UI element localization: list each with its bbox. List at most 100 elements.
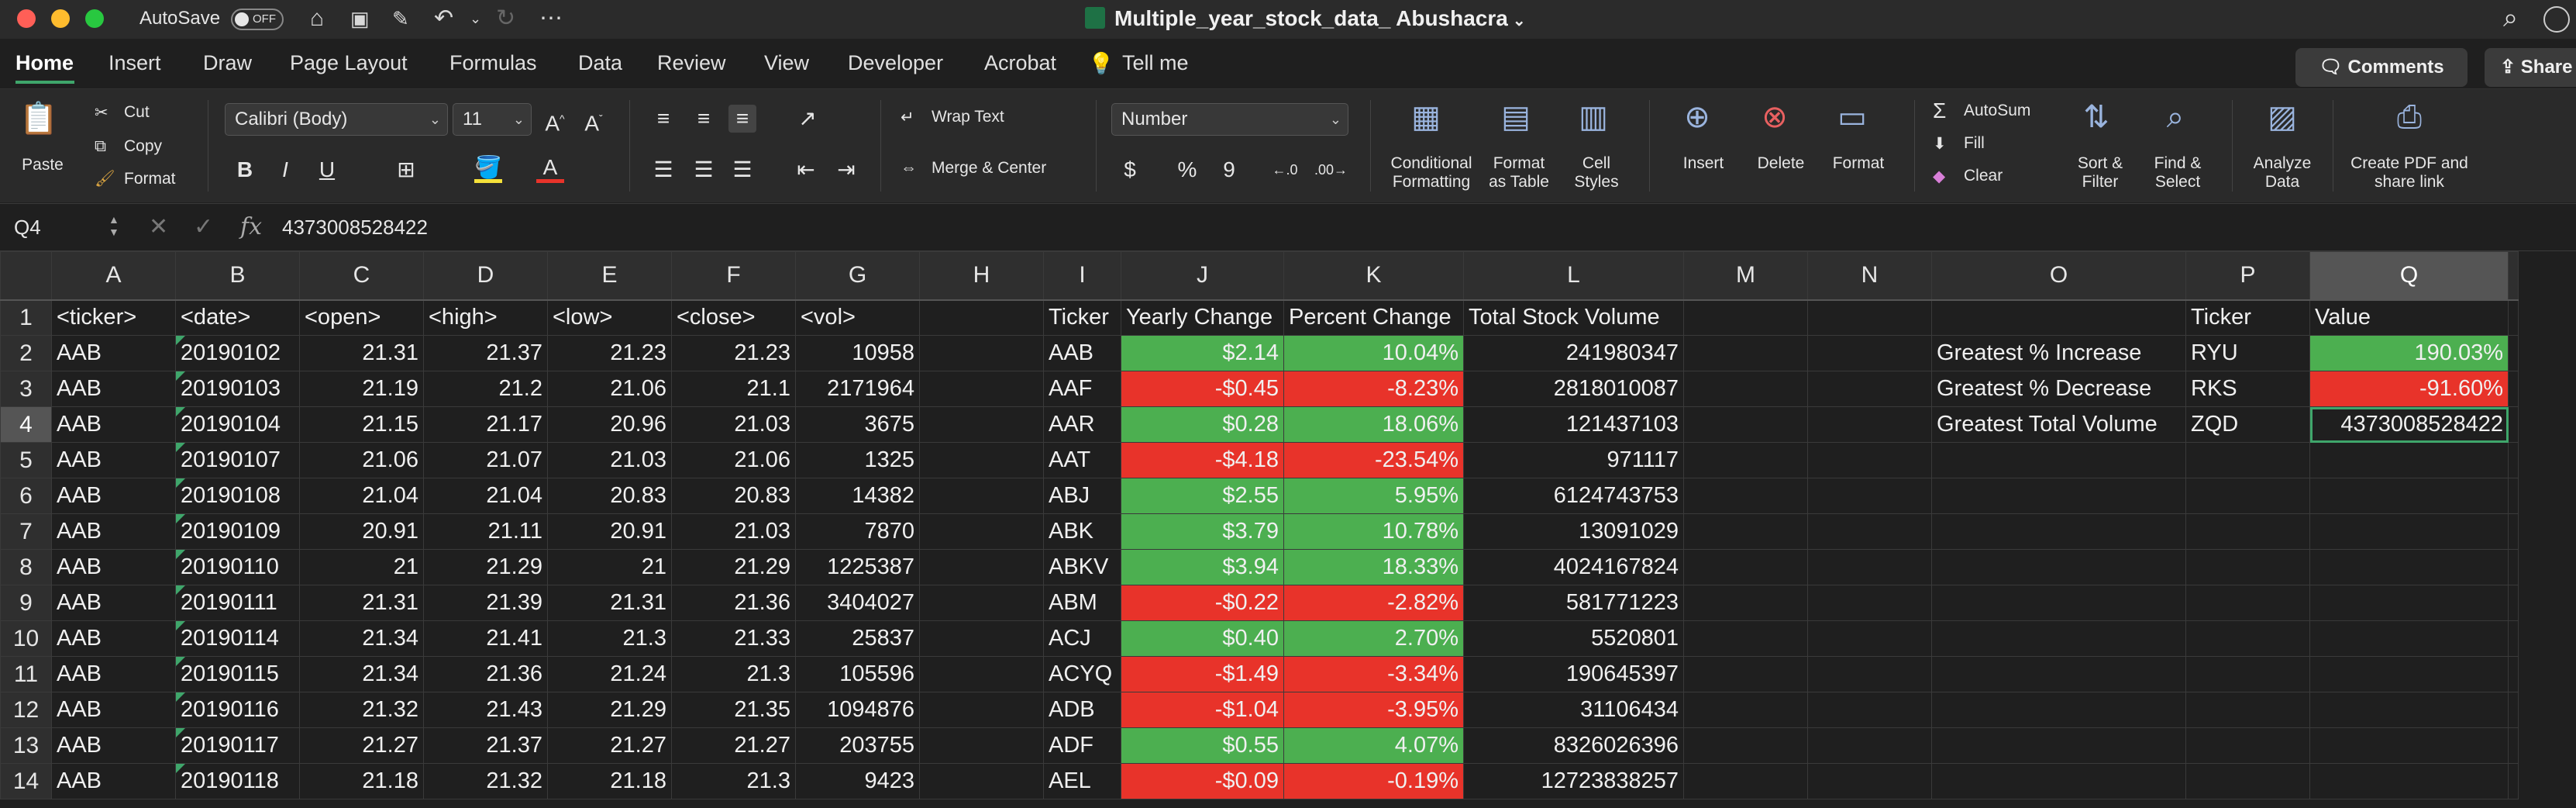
cell-n13[interactable] (1807, 727, 1932, 764)
cell-n7[interactable] (1807, 513, 1932, 550)
cell-o13[interactable] (1931, 727, 2186, 764)
cell-q5[interactable] (2309, 442, 2509, 478)
cell-f7[interactable]: 21.03 (671, 513, 796, 550)
font-color-icon[interactable]: A (536, 156, 564, 183)
cell-f9[interactable]: 21.36 (671, 585, 796, 621)
cell-q3[interactable]: -91.60% (2309, 371, 2509, 407)
row-header[interactable]: 1 (0, 299, 52, 336)
cell-j9[interactable]: -$0.22 (1121, 585, 1284, 621)
cell-l6[interactable]: 6124743753 (1463, 478, 1684, 514)
cell-f13[interactable]: 21.27 (671, 727, 796, 764)
cell-q4[interactable]: 4373008528422 (2309, 406, 2509, 443)
cell-d6[interactable]: 21.04 (423, 478, 548, 514)
column-header-f[interactable]: F (671, 251, 796, 301)
cell-i2[interactable]: AAB (1043, 335, 1121, 371)
cell-c2[interactable]: 21.31 (299, 335, 424, 371)
format-painter-icon[interactable]: 🖌 (95, 170, 115, 188)
cell-j8[interactable]: $3.94 (1121, 549, 1284, 585)
format-cells-label[interactable]: Format (1832, 154, 1885, 172)
wrap-text-icon[interactable]: ↵ (901, 109, 914, 126)
cell-n12[interactable] (1807, 692, 1932, 728)
search-icon[interactable]: ⌕ (2503, 3, 2519, 33)
cell-q10[interactable] (2309, 620, 2509, 657)
cell-j2[interactable]: $2.14 (1121, 335, 1284, 371)
undo-dropdown-icon[interactable]: ⌄ (470, 11, 482, 26)
conditional-formatting-label[interactable]: Conditional Formatting (1390, 154, 1472, 191)
cell-l13[interactable]: 8326026396 (1463, 727, 1684, 764)
merge-center-icon[interactable]: ⇔ (901, 159, 917, 177)
cell-n8[interactable] (1807, 549, 1932, 585)
tab-page-layout[interactable]: Page Layout (290, 51, 408, 74)
insert-function-icon[interactable]: fx (240, 213, 263, 240)
cell-n6[interactable] (1807, 478, 1932, 514)
cell-i4[interactable]: AAR (1043, 406, 1121, 443)
cell-l8[interactable]: 4024167824 (1463, 549, 1684, 585)
cell-i12[interactable]: ADB (1043, 692, 1121, 728)
row-header[interactable]: 11 (0, 656, 52, 692)
cell-a9[interactable]: AAB (51, 585, 176, 621)
cell-n9[interactable] (1807, 585, 1932, 621)
cell-p9[interactable] (2185, 585, 2310, 621)
cell-m6[interactable] (1683, 478, 1808, 514)
cell-q12[interactable] (2309, 692, 2509, 728)
cell-c1[interactable]: <open> (299, 299, 424, 336)
column-header-g[interactable]: G (795, 251, 920, 301)
cell-g6[interactable]: 14382 (795, 478, 920, 514)
cell-f3[interactable]: 21.1 (671, 371, 796, 407)
cell-p7[interactable] (2185, 513, 2310, 550)
cell-b14[interactable]: 20190118 (175, 763, 300, 799)
cell-f10[interactable]: 21.33 (671, 620, 796, 657)
cell-i3[interactable]: AAF (1043, 371, 1121, 407)
cell-l12[interactable]: 31106434 (1463, 692, 1684, 728)
cell-o4[interactable]: Greatest Total Volume (1931, 406, 2186, 443)
cell-m5[interactable] (1683, 442, 1808, 478)
cell-g14[interactable]: 9423 (795, 763, 920, 799)
cell-f8[interactable]: 21.29 (671, 549, 796, 585)
cell-o8[interactable] (1931, 549, 2186, 585)
cell-b9[interactable]: 20190111 (175, 585, 300, 621)
format-as-table-icon[interactable]: ▤ (1501, 100, 1531, 134)
cell-b11[interactable]: 20190115 (175, 656, 300, 692)
cell-e14[interactable]: 21.18 (547, 763, 672, 799)
column-header-m[interactable]: M (1683, 251, 1808, 301)
row-header[interactable]: 4 (0, 406, 52, 443)
cell-k1[interactable]: Percent Change (1283, 299, 1464, 336)
cell-d9[interactable]: 21.39 (423, 585, 548, 621)
cell-j5[interactable]: -$4.18 (1121, 442, 1284, 478)
cell-e6[interactable]: 20.83 (547, 478, 672, 514)
cell-d3[interactable]: 21.2 (423, 371, 548, 407)
cell-e10[interactable]: 21.3 (547, 620, 672, 657)
cell-o11[interactable] (1931, 656, 2186, 692)
cell-l11[interactable]: 190645397 (1463, 656, 1684, 692)
cell-b12[interactable]: 20190116 (175, 692, 300, 728)
tab-data[interactable]: Data (578, 51, 623, 74)
cell-d12[interactable]: 21.43 (423, 692, 548, 728)
cell-g12[interactable]: 1094876 (795, 692, 920, 728)
cell-k9[interactable]: -2.82% (1283, 585, 1464, 621)
create-pdf-icon[interactable]: ⎙ (2397, 100, 2422, 134)
cell-n10[interactable] (1807, 620, 1932, 657)
delete-cells-icon[interactable]: ⊗ (1762, 100, 1788, 134)
font-size-select[interactable]: 11 ⌄ (453, 103, 532, 136)
borders-icon[interactable]: ⊞ (397, 157, 415, 181)
column-header-i[interactable]: I (1043, 251, 1121, 301)
cell-j10[interactable]: $0.40 (1121, 620, 1284, 657)
more-commands-icon[interactable]: ⋯ (539, 5, 563, 31)
align-right-icon[interactable]: ☰ (732, 157, 752, 181)
tell-me-search[interactable]: Tell me (1122, 51, 1189, 74)
tab-home[interactable]: Home (15, 51, 74, 74)
increase-font-size-icon[interactable]: A^ (545, 111, 565, 136)
cell-d7[interactable]: 21.11 (423, 513, 548, 550)
cell-n5[interactable] (1807, 442, 1932, 478)
cell-b3[interactable]: 20190103 (175, 371, 300, 407)
cell-i1[interactable]: Ticker (1043, 299, 1121, 336)
cell-n1[interactable] (1807, 299, 1932, 336)
analyze-data-icon[interactable]: ▨ (2268, 100, 2297, 134)
cell-h10[interactable] (919, 620, 1044, 657)
select-all-corner[interactable] (0, 251, 52, 301)
cell-m12[interactable] (1683, 692, 1808, 728)
increase-decimal-icon[interactable]: ←.0 (1272, 162, 1298, 178)
increase-indent-icon[interactable]: ⇥ (837, 157, 856, 181)
cell-j4[interactable]: $0.28 (1121, 406, 1284, 443)
cell-i6[interactable]: ABJ (1043, 478, 1121, 514)
